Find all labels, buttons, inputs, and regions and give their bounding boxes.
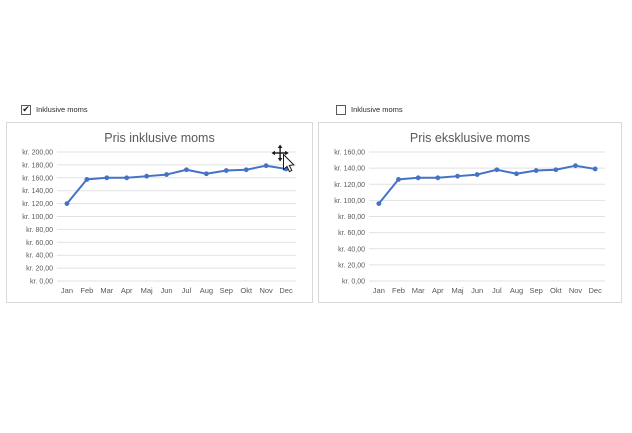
data-series-line — [65, 164, 288, 205]
x-axis-tick-label: Dec — [588, 286, 602, 295]
x-axis-tick-label: Aug — [510, 286, 523, 295]
x-axis-tick-label: Dec — [279, 286, 293, 295]
inklusive-moms-checkbox-label-right: Inklusive moms — [351, 105, 403, 114]
x-axis-tick-label: Jun — [471, 286, 483, 295]
x-axis-tick-label: Feb — [80, 286, 93, 295]
data-point[interactable] — [553, 167, 559, 173]
data-point[interactable] — [243, 167, 249, 173]
data-point[interactable] — [263, 163, 269, 169]
y-axis-tick-label: kr. 80,00 — [26, 227, 53, 234]
inklusive-moms-checkbox-left[interactable]: ✔ — [21, 104, 31, 115]
x-axis-tick-label: Jan — [61, 286, 73, 295]
y-axis-tick-label: kr. 0,00 — [30, 279, 53, 286]
data-point[interactable] — [203, 171, 209, 177]
data-point[interactable] — [435, 175, 441, 181]
data-point[interactable] — [124, 175, 130, 181]
x-axis-tick-label: Maj — [141, 286, 153, 295]
x-axis-tick-label: Okt — [550, 286, 563, 295]
x-axis-tick-label: Okt — [240, 286, 253, 295]
y-axis-tick-label: kr. 60,00 — [26, 240, 53, 247]
y-axis-tick-label: kr. 140,00 — [334, 166, 365, 173]
y-axis-tick-label: kr. 120,00 — [334, 182, 365, 189]
y-axis-tick-label: kr. 160,00 — [22, 175, 53, 182]
data-point[interactable] — [84, 177, 90, 182]
x-axis-tick-label: Apr — [432, 286, 444, 295]
data-point[interactable] — [494, 167, 500, 173]
data-point[interactable] — [64, 201, 70, 206]
inklusive-moms-checkbox-right[interactable] — [336, 104, 346, 115]
y-axis-tick-label: kr. 160,00 — [334, 150, 365, 157]
x-axis-tick-label: Apr — [121, 286, 133, 295]
data-point[interactable] — [283, 166, 289, 172]
y-axis-tick-label: kr. 80,00 — [338, 214, 365, 221]
chart-title-inklusive: Pris inklusive moms — [104, 131, 215, 145]
y-axis-tick-label: kr. 140,00 — [22, 188, 53, 195]
data-point[interactable] — [164, 172, 169, 177]
x-axis-tick-label: Jul — [182, 286, 192, 295]
y-axis-tick-label: kr. 20,00 — [338, 262, 365, 269]
data-point[interactable] — [184, 167, 189, 173]
x-axis-tick-label: Aug — [200, 286, 213, 295]
inklusive-moms-checkbox-label-left: Inklusive moms — [36, 105, 88, 114]
data-point[interactable] — [144, 173, 150, 179]
y-axis-tick-label: kr. 100,00 — [334, 198, 365, 205]
x-axis-tick-label: Jul — [492, 286, 502, 295]
data-point[interactable] — [592, 166, 598, 172]
data-point[interactable] — [415, 175, 421, 181]
x-axis-tick-label: Nov — [259, 286, 273, 295]
inklusive-moms-checkbox-group-left: ✔ Inklusive moms — [21, 104, 88, 115]
data-point[interactable] — [104, 175, 110, 181]
chart-title-eksklusive: Pris eksklusive moms — [409, 131, 531, 145]
x-axis-tick-label: Sep — [220, 286, 233, 295]
x-axis-tick-label: Mar — [412, 286, 425, 295]
x-axis-tick-label: Sep — [529, 286, 542, 295]
y-axis-tick-label: kr. 200,00 — [22, 150, 53, 157]
y-axis-tick-label: kr. 180,00 — [22, 162, 53, 169]
y-axis-tick-label: kr. 20,00 — [26, 266, 53, 273]
data-series-line — [377, 164, 597, 205]
y-axis-tick-label: kr. 0,00 — [342, 279, 365, 286]
data-point[interactable] — [474, 172, 480, 177]
x-axis-tick-label: Jun — [160, 286, 172, 295]
inklusive-moms-checkbox-group-right: Inklusive moms — [336, 104, 403, 115]
x-axis-tick-label: Jan — [373, 286, 385, 295]
y-axis-tick-label: kr. 60,00 — [338, 230, 365, 237]
data-point[interactable] — [376, 201, 382, 206]
y-axis-tick-label: kr. 100,00 — [22, 214, 53, 221]
y-axis-tick-label: kr. 40,00 — [26, 253, 53, 260]
chart-panel-pris-eksklusive-moms[interactable]: Pris eksklusive moms kr. 160,00 kr. 140,0… — [318, 122, 622, 303]
data-point[interactable] — [396, 177, 401, 182]
x-axis-tick-label: Feb — [392, 286, 405, 295]
x-axis-tick-label: Maj — [451, 286, 463, 295]
chart-panel-pris-inklusive-moms[interactable]: Pris inklusive moms kr. 200,00 kr. 180,00… — [6, 122, 313, 303]
data-point[interactable] — [514, 171, 519, 177]
y-axis-tick-label: kr. 120,00 — [22, 201, 53, 208]
x-axis-tick-label: Nov — [569, 286, 583, 295]
data-point[interactable] — [455, 173, 460, 179]
data-point[interactable] — [533, 168, 539, 173]
data-point[interactable] — [223, 168, 229, 173]
line-chart-eksklusive-moms[interactable]: kr. 160,00 kr. 140,00 kr. 120,00 kr. 100,00… — [319, 149, 621, 301]
x-axis-tick-label: Mar — [100, 286, 113, 295]
data-point[interactable] — [573, 163, 578, 169]
y-axis-tick-label: kr. 40,00 — [338, 246, 365, 253]
line-chart-inklusive-moms[interactable]: kr. 200,00 kr. 180,00 kr. 160,00 kr. 140,00… — [7, 149, 312, 301]
